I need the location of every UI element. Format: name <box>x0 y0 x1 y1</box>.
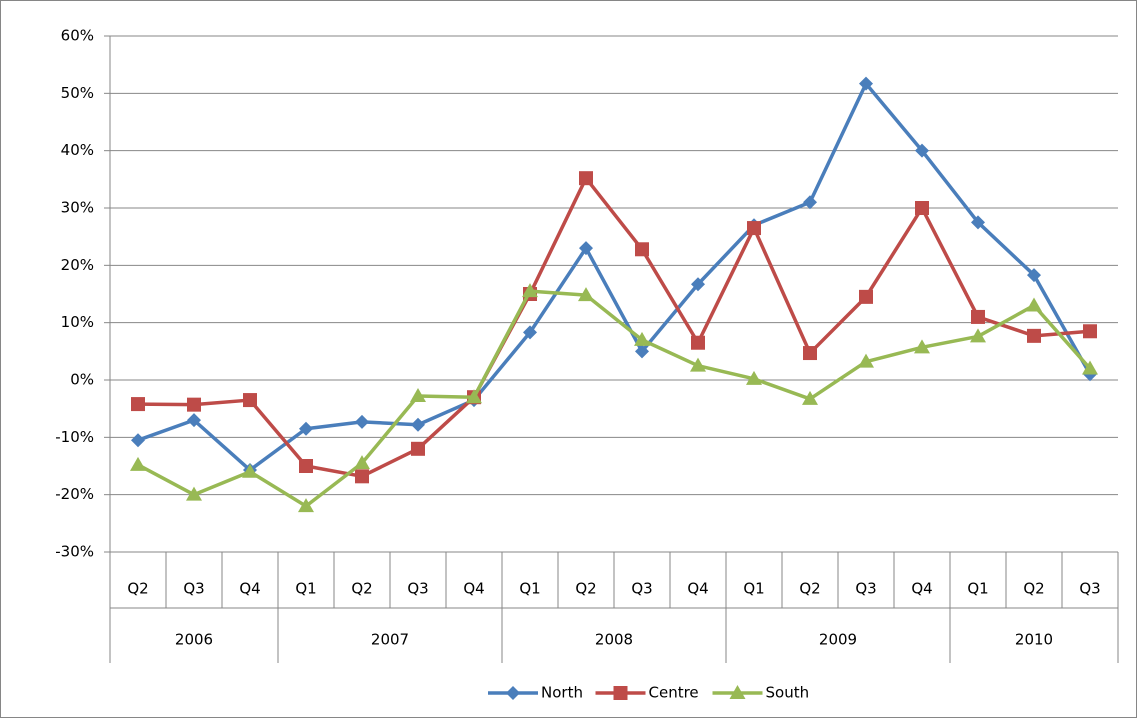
x-group-label: 2010 <box>1015 631 1053 649</box>
legend-label: South <box>766 684 810 702</box>
marker <box>466 389 482 404</box>
x-group-label: 2007 <box>371 631 409 649</box>
x-tick-label: Q4 <box>911 580 932 598</box>
series-line <box>137 81 1092 472</box>
marker <box>859 289 873 304</box>
x-tick-label: Q4 <box>239 580 260 598</box>
marker <box>971 215 985 230</box>
marker <box>299 421 313 436</box>
marker <box>1027 328 1041 343</box>
x-tick-label: Q1 <box>743 580 764 598</box>
marker <box>635 242 649 257</box>
marker <box>131 433 145 448</box>
marker <box>187 397 201 412</box>
y-tick-label: 10% <box>61 313 94 331</box>
marker <box>859 76 873 91</box>
x-tick-label: Q2 <box>799 580 820 598</box>
marker <box>187 413 201 428</box>
marker <box>411 417 425 432</box>
x-group-label: 2006 <box>175 631 213 649</box>
marker <box>691 335 705 350</box>
x-tick-label: Q2 <box>351 580 372 598</box>
y-tick-label: 40% <box>61 141 94 159</box>
marker <box>613 686 628 700</box>
x-tick-label: Q1 <box>519 580 540 598</box>
marker <box>299 459 313 473</box>
x-tick-label: Q4 <box>687 580 708 598</box>
marker <box>354 455 370 470</box>
marker <box>242 463 258 478</box>
marker <box>506 686 520 700</box>
marker <box>914 339 930 354</box>
x-group-label: 2009 <box>819 631 857 649</box>
marker <box>635 344 649 359</box>
marker <box>747 221 761 236</box>
marker <box>691 277 705 292</box>
x-tick-label: Q3 <box>631 580 652 598</box>
series-line <box>137 176 1091 479</box>
x-tick-label: Q3 <box>855 580 876 598</box>
marker <box>803 195 817 210</box>
marker <box>915 143 929 158</box>
x-tick-label: Q3 <box>1079 580 1100 598</box>
x-group-label: 2008 <box>595 631 633 649</box>
marker <box>579 241 593 256</box>
x-tick-label: Q1 <box>295 580 316 598</box>
marker <box>298 498 314 513</box>
marker <box>634 331 650 346</box>
marker <box>1026 297 1042 312</box>
marker <box>802 390 818 405</box>
marker <box>1027 268 1041 283</box>
marker <box>410 388 426 403</box>
x-tick-label: Q3 <box>183 580 204 598</box>
marker <box>243 393 257 408</box>
marker <box>355 414 369 429</box>
marker <box>130 456 146 471</box>
x-tick-label: Q2 <box>1023 580 1044 598</box>
marker <box>915 201 929 215</box>
marker <box>729 685 746 699</box>
x-tick-label: Q1 <box>967 580 988 598</box>
y-tick-label: 20% <box>61 256 94 274</box>
legend-label: Centre <box>649 684 699 702</box>
marker <box>858 353 874 368</box>
marker <box>522 283 538 298</box>
x-tick-label: Q2 <box>127 580 148 598</box>
marker <box>355 469 369 484</box>
marker <box>971 309 985 324</box>
y-tick-label: 30% <box>61 199 94 217</box>
marker <box>186 486 202 501</box>
y-tick-label: 60% <box>61 27 94 45</box>
marker <box>523 325 537 340</box>
y-tick-label: -10% <box>55 428 94 446</box>
marker <box>690 357 706 372</box>
marker <box>746 370 762 385</box>
marker <box>131 397 145 412</box>
series-line <box>137 289 1092 508</box>
y-tick-label: -30% <box>55 543 94 561</box>
y-tick-label: 50% <box>61 84 94 102</box>
marker <box>411 441 425 456</box>
x-tick-label: Q2 <box>575 580 596 598</box>
marker <box>1083 324 1097 339</box>
marker <box>1082 360 1098 375</box>
x-tick-label: Q3 <box>407 580 428 598</box>
marker <box>803 346 817 361</box>
y-tick-label: 0% <box>70 371 94 389</box>
legend-label: North <box>541 684 583 702</box>
x-tick-label: Q4 <box>463 580 484 598</box>
marker <box>579 171 593 186</box>
marker <box>578 287 594 302</box>
marker <box>970 328 986 343</box>
y-tick-label: -20% <box>55 485 94 503</box>
